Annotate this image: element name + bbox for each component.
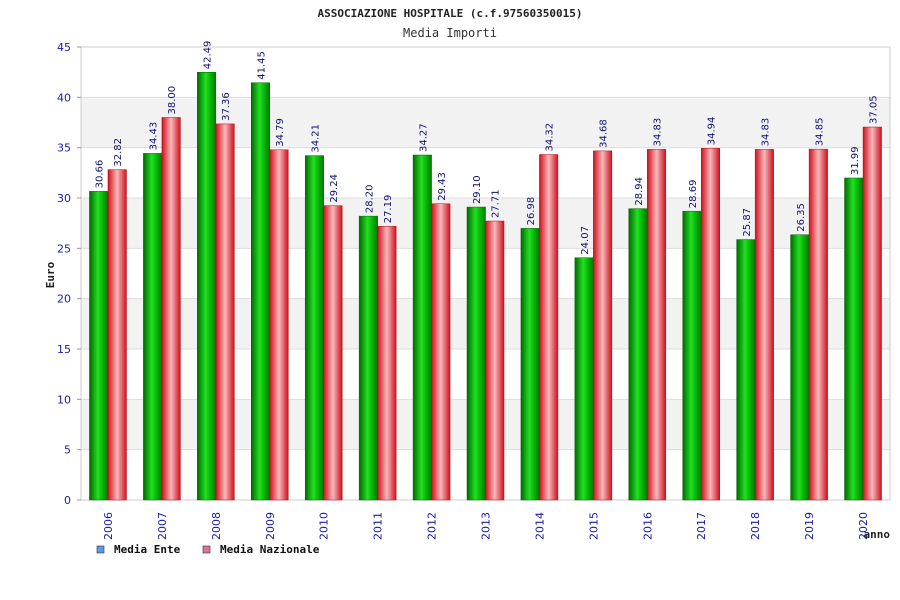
bar-media-nazionale-2019 — [808, 148, 828, 501]
data-label-media-nazionale-2008: 37.36 — [221, 92, 232, 121]
bar-media-ente-2017 — [682, 210, 702, 501]
y-tick-label: 15 — [57, 343, 71, 356]
y-axis-label: Euro — [44, 261, 57, 288]
x-tick-label-2010: 2010 — [318, 512, 331, 540]
x-tick-label-2014: 2014 — [533, 512, 546, 540]
x-tick-label-2012: 2012 — [426, 512, 439, 540]
bar-media-ente-2006 — [89, 191, 109, 501]
y-tick-label: 30 — [57, 192, 71, 205]
y-tick-label: 10 — [57, 393, 71, 406]
data-label-media-ente-2012: 34.27 — [418, 123, 429, 152]
data-label-media-nazionale-2007: 38.00 — [167, 86, 178, 115]
legend-swatch-media-nazionale — [202, 545, 211, 554]
data-label-media-ente-2014: 26.98 — [526, 197, 537, 226]
y-tick-label: 40 — [57, 91, 71, 104]
x-tick-label-2019: 2019 — [803, 512, 816, 540]
x-tick-label-2016: 2016 — [641, 512, 654, 540]
data-label-media-nazionale-2020: 37.05 — [868, 95, 879, 124]
data-label-media-ente-2019: 26.35 — [796, 203, 807, 232]
data-label-media-ente-2008: 42.49 — [203, 41, 214, 70]
data-label-media-ente-2007: 34.43 — [149, 122, 160, 151]
bar-media-ente-2014 — [520, 228, 540, 501]
bar-media-nazionale-2007 — [161, 117, 181, 501]
x-tick-label-2015: 2015 — [587, 512, 600, 540]
bar-media-ente-2020 — [844, 177, 864, 501]
y-axis-ticks: 0 5 10 15 20 25 30 35 40 45 — [57, 41, 81, 507]
legend-label-media-ente: Media Ente — [114, 543, 181, 556]
data-label-media-ente-2020: 31.99 — [850, 146, 861, 175]
data-label-media-nazionale-2017: 34.94 — [706, 117, 717, 146]
data-label-media-nazionale-2018: 34.83 — [760, 118, 771, 147]
bar-media-nazionale-2010 — [323, 205, 343, 501]
bar-media-ente-2019 — [790, 234, 810, 501]
bars — [89, 72, 882, 501]
data-label-media-nazionale-2019: 34.85 — [814, 118, 825, 147]
bar-media-ente-2008 — [197, 72, 217, 501]
bar-media-nazionale-2016 — [647, 149, 667, 501]
bar-media-ente-2013 — [466, 206, 486, 501]
x-tick-label-2009: 2009 — [264, 512, 277, 540]
y-tick-label: 35 — [57, 142, 71, 155]
bar-media-nazionale-2020 — [862, 126, 882, 501]
data-label-media-ente-2009: 41.45 — [257, 51, 268, 80]
legend-swatch-media-ente — [96, 545, 105, 554]
x-tick-label-2006: 2006 — [102, 512, 115, 540]
data-label-media-ente-2011: 28.20 — [364, 184, 375, 213]
data-label-media-nazionale-2012: 29.43 — [437, 172, 448, 201]
bar-media-ente-2009 — [251, 82, 271, 501]
x-tick-label-2018: 2018 — [749, 512, 762, 540]
bar-media-nazionale-2012 — [431, 203, 451, 501]
data-label-media-nazionale-2011: 27.19 — [383, 195, 394, 224]
bar-media-ente-2015 — [574, 257, 594, 501]
data-label-media-ente-2015: 24.07 — [580, 226, 591, 255]
data-label-media-nazionale-2006: 32.82 — [113, 138, 124, 167]
bar-media-ente-2011 — [358, 215, 378, 501]
bar-media-nazionale-2009 — [269, 149, 289, 501]
x-axis-label: anno — [864, 528, 891, 541]
x-tick-label-2017: 2017 — [695, 512, 708, 540]
data-label-media-ente-2006: 30.66 — [95, 160, 106, 189]
chart-subtitle: Media Importi — [403, 26, 497, 40]
x-axis-ticks: 2006 2007 2008 2009 2010 2011 2012 2013 2014 2015… — [102, 512, 870, 540]
bar-media-nazionale-2015 — [593, 150, 613, 501]
bar-media-nazionale-2018 — [754, 149, 774, 501]
bar-media-nazionale-2017 — [700, 148, 720, 501]
bar-media-ente-2010 — [304, 155, 324, 501]
bar-media-nazionale-2008 — [215, 123, 235, 501]
chart-title: ASSOCIAZIONE HOSPITALE (c.f.97560350015) — [318, 7, 583, 20]
data-label-media-nazionale-2016: 34.83 — [653, 118, 664, 147]
y-tick-label: 5 — [64, 444, 71, 457]
x-tick-label-2007: 2007 — [156, 512, 169, 540]
bar-media-ente-2007 — [143, 153, 163, 501]
data-label-media-ente-2010: 34.21 — [310, 124, 321, 153]
bar-media-ente-2018 — [736, 239, 756, 501]
bar-media-nazionale-2013 — [485, 220, 505, 501]
data-label-media-ente-2016: 28.94 — [634, 177, 645, 206]
x-tick-label-2020: 2020 — [857, 512, 870, 540]
data-label-media-nazionale-2010: 29.24 — [329, 174, 340, 203]
bar-media-ente-2016 — [628, 208, 648, 501]
bar-media-ente-2012 — [412, 154, 432, 501]
bar-media-nazionale-2011 — [377, 226, 397, 501]
data-label-media-nazionale-2009: 34.79 — [275, 118, 286, 147]
legend-label-media-nazionale: Media Nazionale — [220, 543, 320, 556]
bar-media-nazionale-2006 — [107, 169, 127, 501]
data-label-media-nazionale-2015: 34.68 — [599, 119, 610, 148]
data-label-media-ente-2018: 25.87 — [742, 208, 753, 237]
y-tick-label: 45 — [57, 41, 71, 54]
data-label-media-nazionale-2014: 34.32 — [545, 123, 556, 152]
y-tick-label: 20 — [57, 293, 71, 306]
x-tick-label-2011: 2011 — [372, 512, 385, 540]
x-tick-label-2008: 2008 — [210, 512, 223, 540]
data-label-media-ente-2013: 29.10 — [472, 175, 483, 204]
data-label-media-nazionale-2013: 27.71 — [491, 189, 502, 218]
y-tick-label: 25 — [57, 242, 71, 255]
y-tick-label: 0 — [64, 494, 71, 507]
bar-media-nazionale-2014 — [539, 154, 559, 501]
data-label-media-ente-2017: 28.69 — [688, 180, 699, 209]
x-tick-label-2013: 2013 — [480, 512, 493, 540]
data-labels: 30.66 32.82 34.43 38.00 42.49 37.36 41.45 34.79… — [95, 41, 880, 255]
legend: Media Ente Media Nazionale — [96, 543, 320, 556]
